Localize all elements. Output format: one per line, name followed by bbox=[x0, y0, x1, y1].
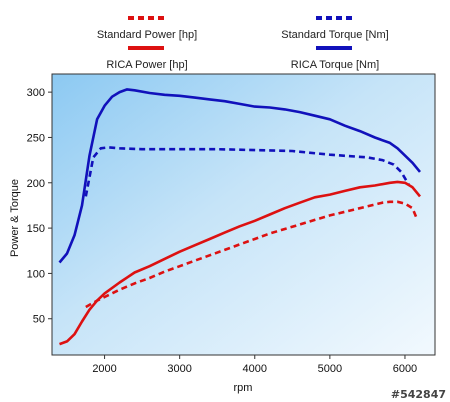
x-tick-label: 6000 bbox=[393, 363, 417, 375]
watermark-text: #542847 bbox=[391, 388, 446, 401]
y-tick-label: 200 bbox=[27, 178, 45, 190]
x-tick-label: 5000 bbox=[318, 363, 342, 375]
legend-swatch-standard-power bbox=[128, 16, 164, 20]
y-tick-label: 50 bbox=[33, 314, 45, 326]
legend-label-rica-torque: RICA Torque [Nm] bbox=[291, 59, 379, 71]
x-axis-title: rpm bbox=[234, 382, 253, 394]
legend: Standard Power [hp] Standard Torque [Nm]… bbox=[97, 16, 389, 71]
legend-swatch-rica-torque bbox=[316, 46, 352, 50]
legend-label-standard-torque: Standard Torque [Nm] bbox=[281, 29, 388, 41]
series-line-rica-power bbox=[59, 180, 422, 346]
x-tick-label: 3000 bbox=[167, 363, 191, 375]
y-axis-title: Power & Torque bbox=[9, 179, 21, 257]
legend-item-standard-torque: Standard Torque [Nm] bbox=[281, 16, 389, 41]
y-tick-label: 150 bbox=[27, 223, 45, 235]
series-line-rica-torque bbox=[58, 88, 422, 264]
legend-swatch-standard-torque bbox=[316, 16, 352, 20]
series-line-standard-power bbox=[85, 200, 418, 309]
series-layer bbox=[58, 88, 422, 346]
axis-ticks: 2000 3000 4000 5000 6000 50 100 150 200 250 300 bbox=[27, 87, 418, 375]
legend-item-rica-torque: RICA Torque [Nm] bbox=[291, 46, 379, 71]
legend-item-rica-power: RICA Power [hp] bbox=[106, 46, 188, 71]
series-line-standard-torque bbox=[84, 146, 410, 197]
y-tick-label: 250 bbox=[27, 132, 45, 144]
y-tick-label: 300 bbox=[27, 87, 45, 99]
legend-item-standard-power: Standard Power [hp] bbox=[97, 16, 197, 41]
x-tick-label: 4000 bbox=[243, 363, 267, 375]
legend-label-rica-power: RICA Power [hp] bbox=[106, 59, 187, 71]
legend-label-standard-power: Standard Power [hp] bbox=[97, 29, 197, 41]
x-tick-label: 2000 bbox=[92, 363, 116, 375]
y-tick-label: 100 bbox=[27, 268, 45, 280]
plot-area bbox=[51, 73, 436, 356]
legend-swatch-rica-power bbox=[128, 46, 164, 50]
